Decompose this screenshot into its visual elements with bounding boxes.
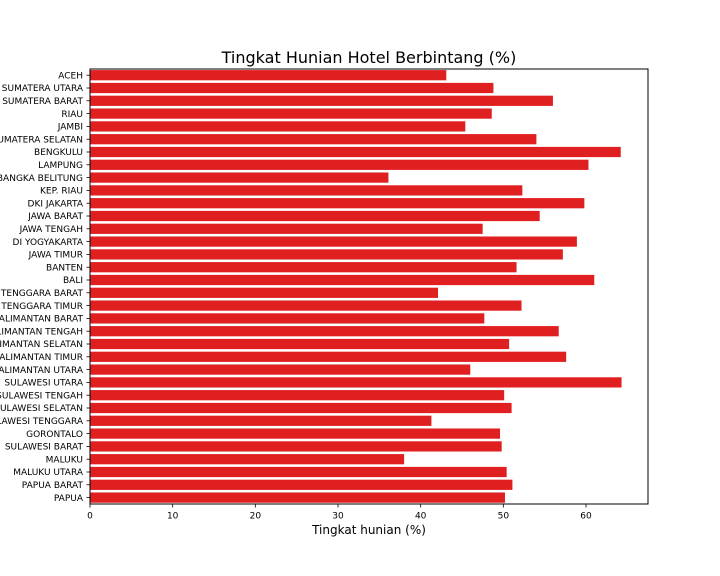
y-tick-label: JAWA TENGAH bbox=[19, 225, 83, 235]
bar bbox=[90, 82, 494, 94]
bar bbox=[90, 287, 439, 298]
x-tick-label: 10 bbox=[167, 512, 179, 522]
bar bbox=[90, 210, 540, 222]
bar bbox=[90, 236, 577, 247]
y-tick-label: SULAWESI UTARA bbox=[4, 379, 83, 389]
bar bbox=[90, 274, 595, 286]
x-tick-label: 50 bbox=[498, 512, 510, 522]
y-tick-label: KALIMANTAN TENGAH bbox=[0, 327, 83, 337]
y-tick-label: JAWA BARAT bbox=[27, 212, 83, 222]
bar bbox=[90, 364, 471, 375]
bar bbox=[90, 479, 513, 490]
bar bbox=[90, 351, 567, 362]
bar bbox=[90, 492, 505, 503]
bar bbox=[90, 121, 466, 132]
x-tick-label: 20 bbox=[250, 512, 262, 522]
y-tick-label: MALUKU bbox=[46, 455, 83, 465]
x-tick-label: 0 bbox=[87, 512, 93, 522]
bar bbox=[90, 198, 585, 209]
x-tick-label: 40 bbox=[415, 512, 427, 522]
y-tick-label: DI YOGYAKARTA bbox=[13, 238, 84, 248]
y-tick-label: NUSA TENGGARA BARAT bbox=[0, 289, 83, 299]
y-tick-label: BANTEN bbox=[46, 263, 83, 273]
y-tick-label: KALIMANTAN UTARA bbox=[0, 366, 84, 376]
y-tick-label: PAPUA bbox=[54, 494, 84, 504]
bar bbox=[90, 454, 405, 465]
bar bbox=[90, 415, 432, 426]
y-tick-label: KALIMANTAN BARAT bbox=[0, 315, 83, 325]
y-tick-label: MALUKU UTARA bbox=[13, 468, 84, 478]
x-tick-label: 60 bbox=[580, 512, 592, 522]
y-tick-label: RIAU bbox=[61, 110, 83, 120]
y-tick-label: PAPUA BARAT bbox=[22, 481, 84, 491]
y-tick-label: KALIMANTAN SELATAN bbox=[0, 340, 83, 350]
y-tick-label: BALI bbox=[63, 276, 83, 286]
bar bbox=[90, 185, 523, 196]
chart-title: Tingkat Hunian Hotel Berbintang (%) bbox=[221, 48, 517, 67]
bar bbox=[90, 108, 492, 119]
y-tick-label: SULAWESI TENGGARA bbox=[0, 417, 84, 427]
bar bbox=[90, 313, 485, 324]
bar bbox=[90, 172, 389, 183]
bar bbox=[90, 338, 510, 350]
y-tick-label: ACEH bbox=[58, 71, 83, 81]
bar bbox=[90, 300, 522, 311]
y-tick-label: JAWA TIMUR bbox=[28, 251, 83, 261]
y-tick-label: GORONTALO bbox=[26, 430, 83, 440]
bar bbox=[90, 159, 589, 170]
y-tick-label: SUMATERA BARAT bbox=[2, 97, 83, 107]
y-tick-label: KEP. RIAU bbox=[40, 187, 83, 197]
bar bbox=[90, 390, 505, 401]
bar bbox=[90, 377, 622, 388]
y-tick-label: JAMBI bbox=[57, 123, 83, 133]
bar bbox=[90, 402, 512, 414]
y-tick-label: SUMATERA SELATAN bbox=[0, 135, 83, 145]
y-tick-label: SUMATERA UTARA bbox=[2, 84, 84, 94]
bars-group bbox=[90, 70, 622, 503]
plot-frame bbox=[89, 68, 649, 505]
bar bbox=[90, 134, 537, 145]
y-tick-labels: ACEH SUMATERA UTARA SUMATERA BARAT RIAU JAMB… bbox=[0, 71, 90, 504]
bar bbox=[90, 262, 517, 273]
y-tick-label: KALIMANTAN TIMUR bbox=[0, 353, 83, 363]
x-tick-label: 30 bbox=[332, 512, 344, 522]
y-tick-label: SULAWESI TENGAH bbox=[0, 391, 83, 401]
y-tick-label: NUSA TENGGARA TIMUR bbox=[0, 302, 83, 312]
y-tick-label: BENGKULU bbox=[34, 148, 83, 158]
bar bbox=[90, 466, 507, 478]
bar bbox=[90, 249, 563, 260]
y-tick-label: BANGKA BELITUNG bbox=[0, 174, 83, 184]
bar bbox=[90, 70, 447, 81]
x-axis-label: Tingkat hunian (%) bbox=[311, 523, 426, 537]
bar bbox=[90, 326, 559, 337]
bar bbox=[90, 146, 621, 158]
bar bbox=[90, 441, 502, 452]
y-tick-label: SULAWESI BARAT bbox=[5, 443, 84, 453]
y-tick-label: DKI JAKARTA bbox=[28, 199, 84, 209]
y-tick-label: LAMPUNG bbox=[38, 161, 83, 171]
bar bbox=[90, 95, 553, 106]
x-ticks: 0 10 20 30 40 50 60 bbox=[87, 504, 592, 522]
y-tick-label: SULAWESI SELATAN bbox=[0, 404, 83, 414]
bar bbox=[90, 223, 483, 234]
bar bbox=[90, 428, 501, 439]
